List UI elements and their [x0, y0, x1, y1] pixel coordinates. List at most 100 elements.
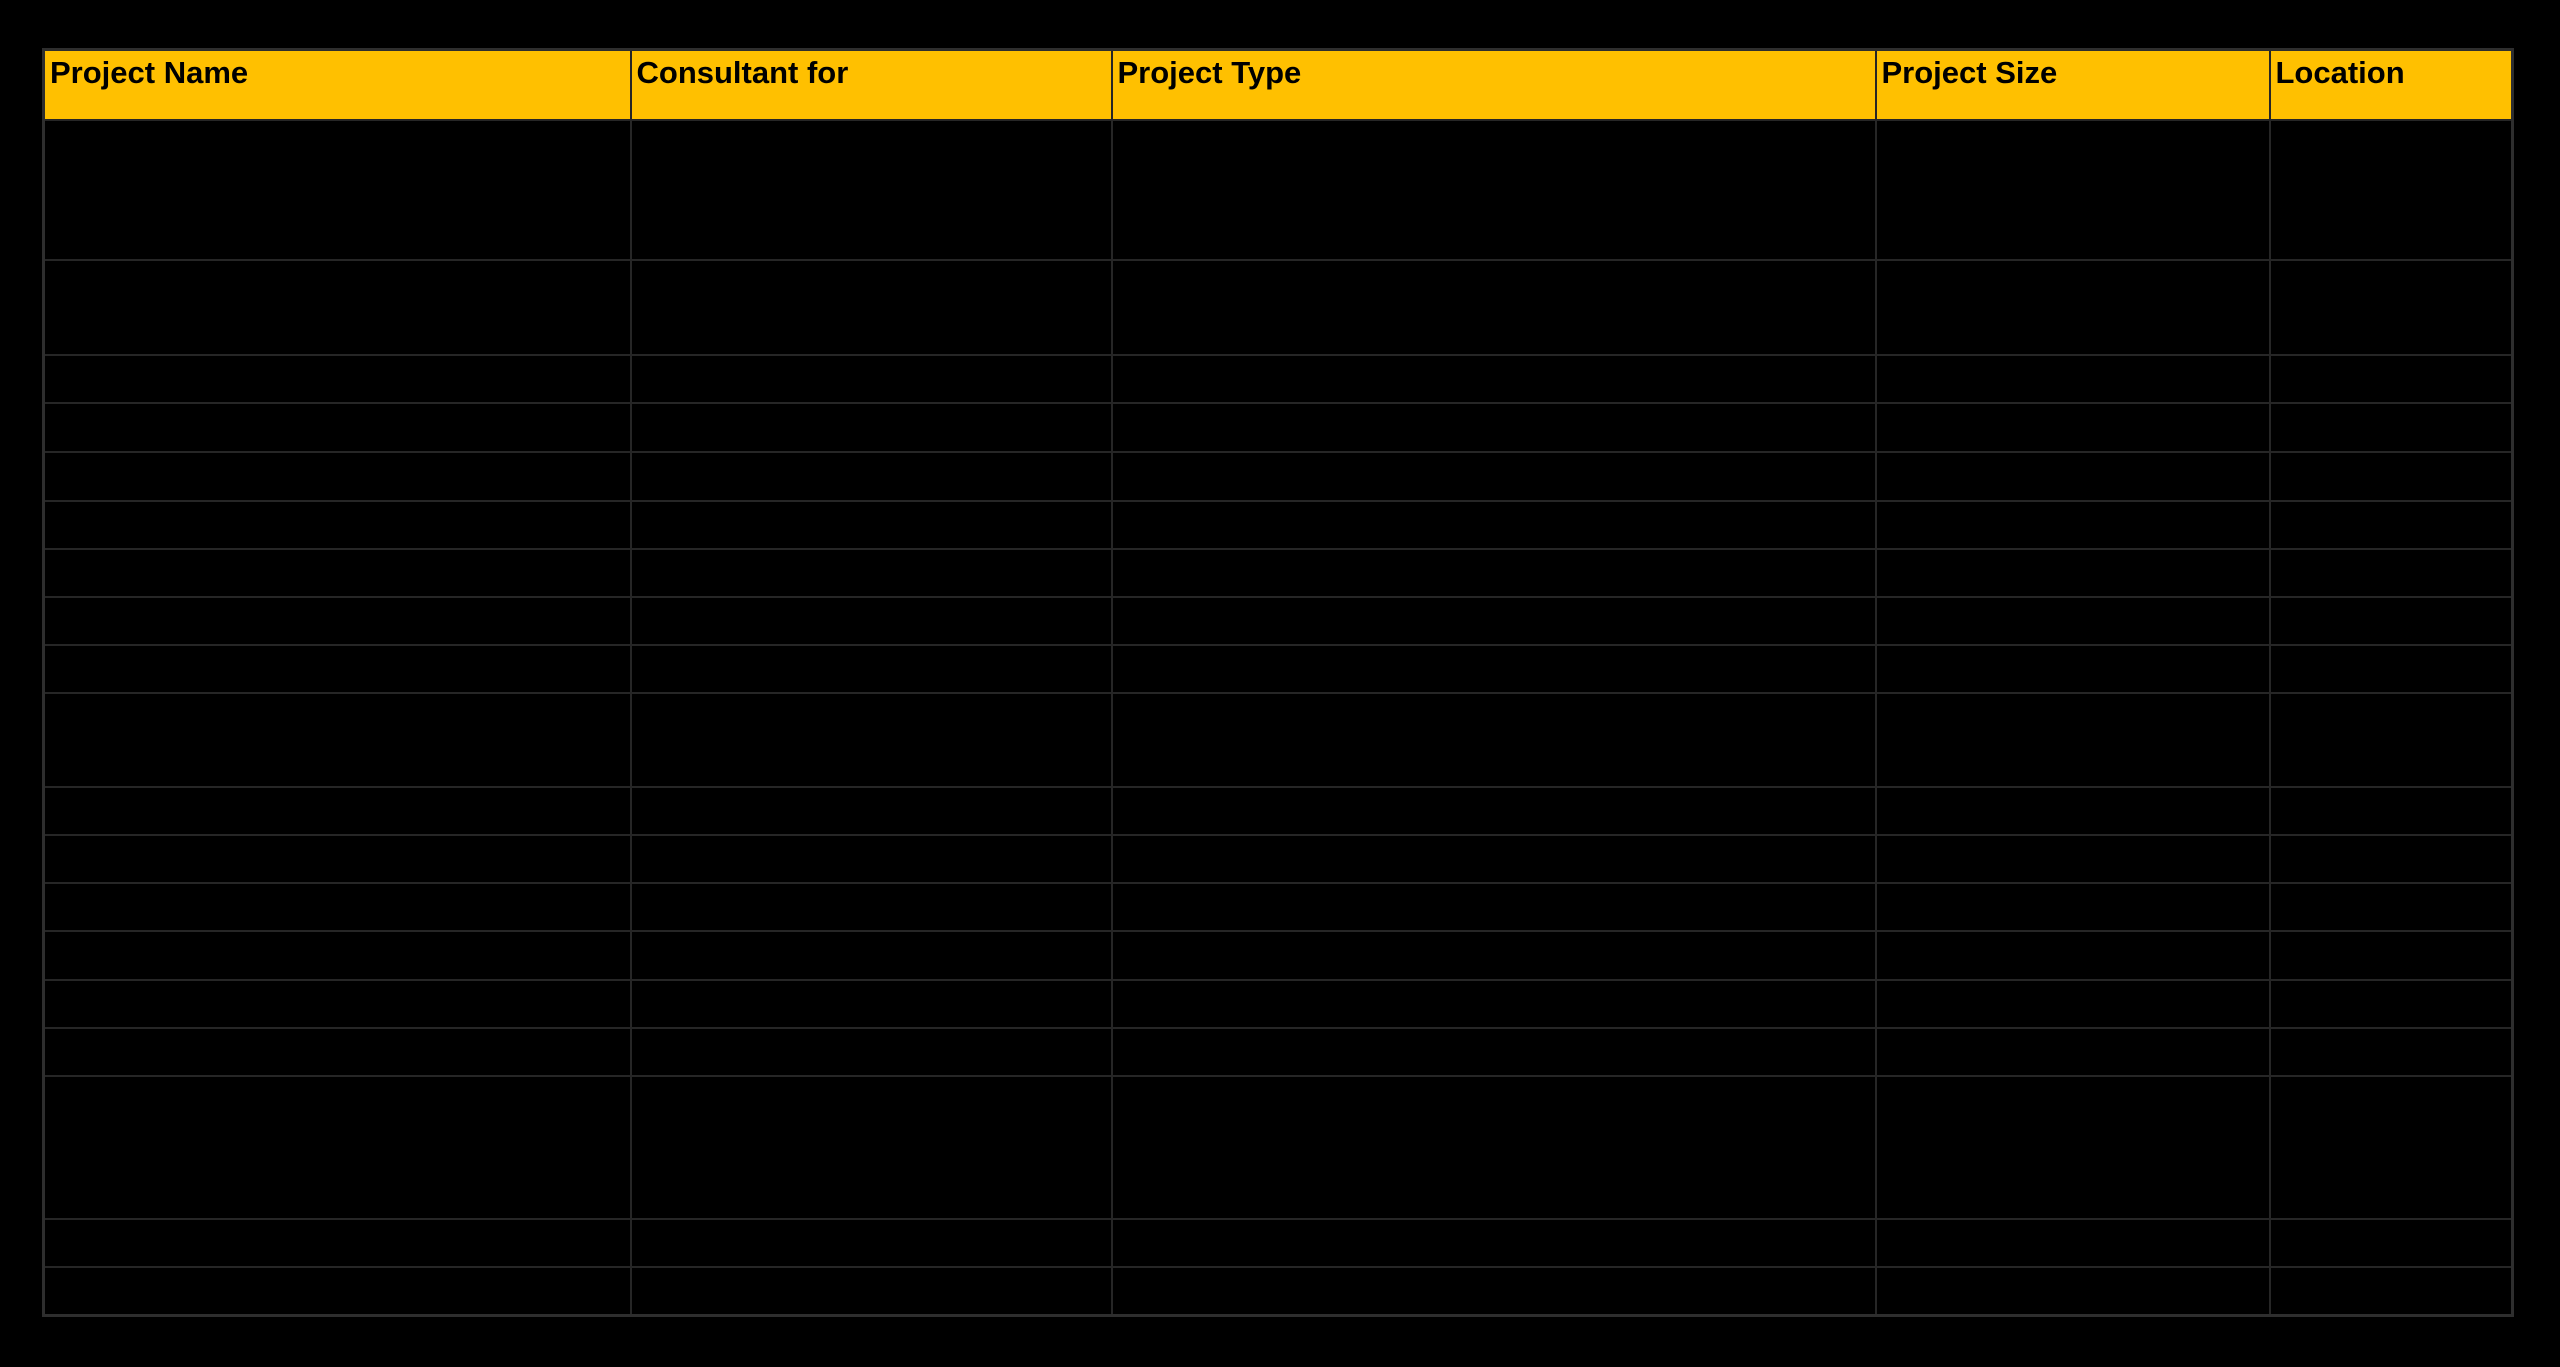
table-cell[interactable]	[629, 548, 1113, 598]
table-cell[interactable]	[1874, 644, 2271, 694]
table-cell[interactable]	[2268, 644, 2514, 694]
table-cell[interactable]	[1110, 979, 1877, 1029]
table-cell[interactable]	[1874, 500, 2271, 550]
table-cell[interactable]	[42, 979, 632, 1029]
table-cell[interactable]	[42, 1027, 632, 1077]
table-cell[interactable]	[42, 930, 632, 981]
column-header-consultant-for[interactable]: Consultant for	[629, 48, 1113, 121]
table-cell[interactable]	[2268, 402, 2514, 453]
table-cell[interactable]	[629, 692, 1113, 788]
table-cell[interactable]	[2268, 451, 2514, 502]
table-cell[interactable]	[2268, 930, 2514, 981]
table-cell[interactable]	[2268, 119, 2514, 261]
table-cell[interactable]	[1874, 979, 2271, 1029]
table-cell[interactable]	[42, 644, 632, 694]
table-cell[interactable]	[1874, 930, 2271, 981]
table-cell[interactable]	[629, 882, 1113, 932]
table-cell[interactable]	[1874, 354, 2271, 404]
table-cell[interactable]	[1874, 596, 2271, 646]
column-header-location[interactable]: Location	[2268, 48, 2514, 121]
table-cell[interactable]	[2268, 354, 2514, 404]
table-cell[interactable]	[2268, 834, 2514, 884]
table-cell[interactable]	[42, 259, 632, 356]
table-cell[interactable]	[1110, 596, 1877, 646]
table-cell[interactable]	[1110, 786, 1877, 836]
table-cell[interactable]	[1874, 882, 2271, 932]
table-cell[interactable]	[2268, 692, 2514, 788]
table-cell[interactable]	[2268, 500, 2514, 550]
table-cell[interactable]	[1110, 644, 1877, 694]
table-cell[interactable]	[629, 451, 1113, 502]
table-cell[interactable]	[42, 882, 632, 932]
table-cell[interactable]	[1110, 259, 1877, 356]
table-cell[interactable]	[1874, 1075, 2271, 1220]
table-cell[interactable]	[629, 930, 1113, 981]
table-cell[interactable]	[2268, 979, 2514, 1029]
table-cell[interactable]	[1110, 692, 1877, 788]
table-cell[interactable]	[629, 596, 1113, 646]
table-cell[interactable]	[2268, 1218, 2514, 1268]
table-cell[interactable]	[1110, 354, 1877, 404]
table-cell[interactable]	[42, 354, 632, 404]
table-cell[interactable]	[629, 786, 1113, 836]
table-cell[interactable]	[42, 119, 632, 261]
table-cell[interactable]	[42, 500, 632, 550]
table-cell[interactable]	[2268, 596, 2514, 646]
column-header-project-type[interactable]: Project Type	[1110, 48, 1877, 121]
table-cell[interactable]	[1874, 1027, 2271, 1077]
table-cell[interactable]	[1874, 1266, 2271, 1316]
table-cell[interactable]	[1874, 119, 2271, 261]
table-cell[interactable]	[42, 451, 632, 502]
table-cell[interactable]	[629, 834, 1113, 884]
column-header-project-size[interactable]: Project Size	[1874, 48, 2271, 121]
table-cell[interactable]	[2268, 882, 2514, 932]
table-cell[interactable]	[629, 259, 1113, 356]
table-cell[interactable]	[1874, 692, 2271, 788]
table-cell[interactable]	[1874, 402, 2271, 453]
table-cell[interactable]	[629, 402, 1113, 453]
table-cell[interactable]	[42, 834, 632, 884]
table-cell[interactable]	[1874, 548, 2271, 598]
table-cell[interactable]	[1110, 500, 1877, 550]
table-cell[interactable]	[2268, 259, 2514, 356]
table-cell[interactable]	[629, 644, 1113, 694]
table-cell[interactable]	[42, 548, 632, 598]
table-cell[interactable]	[42, 786, 632, 836]
table-cell[interactable]	[42, 692, 632, 788]
table-cell[interactable]	[1874, 786, 2271, 836]
table-cell[interactable]	[629, 500, 1113, 550]
table-cell[interactable]	[629, 119, 1113, 261]
table-cell[interactable]	[1110, 1266, 1877, 1316]
table-cell[interactable]	[629, 1266, 1113, 1316]
table-cell[interactable]	[1110, 930, 1877, 981]
table-cell[interactable]	[1110, 1027, 1877, 1077]
table-cell[interactable]	[1874, 259, 2271, 356]
table-cell[interactable]	[42, 596, 632, 646]
table-cell[interactable]	[42, 1218, 632, 1268]
table-cell[interactable]	[1110, 834, 1877, 884]
table-cell[interactable]	[2268, 548, 2514, 598]
table-cell[interactable]	[1874, 451, 2271, 502]
table-cell[interactable]	[629, 1027, 1113, 1077]
table-cell[interactable]	[629, 1075, 1113, 1220]
table-cell[interactable]	[42, 1075, 632, 1220]
table-cell[interactable]	[1110, 119, 1877, 261]
table-cell[interactable]	[2268, 1027, 2514, 1077]
table-cell[interactable]	[1110, 1075, 1877, 1220]
table-cell[interactable]	[42, 1266, 632, 1316]
column-header-project-name[interactable]: Project Name	[42, 48, 632, 121]
table-cell[interactable]	[1110, 1218, 1877, 1268]
table-cell[interactable]	[629, 1218, 1113, 1268]
table-cell[interactable]	[1110, 548, 1877, 598]
table-cell[interactable]	[629, 354, 1113, 404]
table-cell[interactable]	[1110, 402, 1877, 453]
table-cell[interactable]	[1110, 882, 1877, 932]
table-cell[interactable]	[1874, 834, 2271, 884]
table-cell[interactable]	[42, 402, 632, 453]
table-cell[interactable]	[2268, 1266, 2514, 1316]
table-cell[interactable]	[629, 979, 1113, 1029]
table-cell[interactable]	[2268, 786, 2514, 836]
table-cell[interactable]	[1874, 1218, 2271, 1268]
table-cell[interactable]	[2268, 1075, 2514, 1220]
table-cell[interactable]	[1110, 451, 1877, 502]
